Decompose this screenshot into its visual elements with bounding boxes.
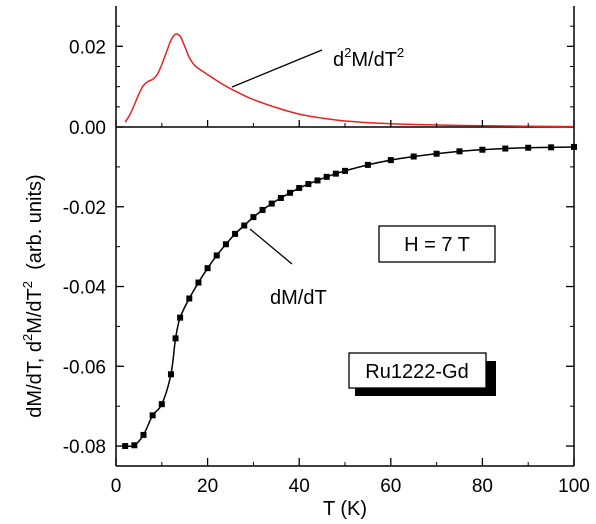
data-point bbox=[287, 189, 294, 196]
data-point bbox=[342, 167, 348, 174]
y-tick-label: -0.02 bbox=[63, 198, 106, 219]
upper-y-tick-label: 0.00 bbox=[69, 118, 106, 139]
data-point bbox=[222, 241, 229, 248]
lower-panel: 0 20 40 60 80 100 -0.08 -0.06 -0.04 -0.02 dM/dT H… bbox=[20, 120, 590, 520]
lower-annotation-pointer bbox=[249, 228, 293, 265]
data-point bbox=[158, 401, 165, 408]
lower-series-line bbox=[125, 146, 575, 448]
data-point bbox=[548, 144, 555, 151]
x-tick-label: 40 bbox=[289, 476, 310, 497]
data-point bbox=[456, 148, 463, 155]
data-point bbox=[332, 170, 339, 177]
y-tick-label: -0.08 bbox=[63, 437, 106, 458]
data-point bbox=[122, 443, 129, 450]
data-point bbox=[140, 431, 147, 438]
field-box-frame bbox=[378, 225, 496, 263]
x-tick-label: 80 bbox=[472, 476, 493, 497]
data-point bbox=[259, 206, 266, 213]
data-point bbox=[502, 145, 509, 152]
data-point bbox=[387, 157, 394, 164]
data-point bbox=[149, 412, 156, 419]
data-point bbox=[323, 173, 330, 180]
field-box-label: H = 7 T bbox=[404, 234, 470, 256]
data-point bbox=[525, 144, 532, 151]
lower-annotation: dM/dT bbox=[270, 287, 327, 309]
data-point bbox=[241, 222, 248, 229]
data-point bbox=[172, 335, 179, 342]
data-point bbox=[204, 265, 211, 272]
sample-box-label: Ru1222-Gd bbox=[365, 361, 468, 383]
lower-series bbox=[122, 143, 577, 450]
data-point bbox=[571, 143, 577, 150]
data-point bbox=[277, 194, 284, 201]
data-point bbox=[268, 200, 275, 207]
data-point bbox=[433, 150, 440, 157]
upper-annotation-pointer bbox=[231, 49, 323, 88]
x-tick-label: 60 bbox=[380, 476, 401, 497]
upper-series-line bbox=[124, 33, 575, 128]
data-point bbox=[186, 295, 193, 302]
data-point bbox=[213, 252, 220, 259]
data-point bbox=[131, 442, 138, 449]
x-tick-label: 100 bbox=[558, 476, 590, 497]
data-point bbox=[296, 185, 303, 192]
upper-series bbox=[124, 33, 575, 128]
data-point bbox=[232, 230, 239, 237]
data-point bbox=[167, 371, 174, 378]
upper-ticks: 0.00 0.02 bbox=[69, 25, 574, 139]
data-point bbox=[177, 314, 184, 321]
x-axis-title: T (K) bbox=[323, 498, 367, 520]
x-tick-label: 0 bbox=[111, 476, 122, 497]
sample-box-frame bbox=[348, 352, 487, 389]
field-box: H = 7 T bbox=[378, 225, 496, 263]
upper-annotation: d2M/dT2 bbox=[333, 45, 404, 71]
data-point bbox=[305, 181, 312, 188]
data-point bbox=[479, 146, 486, 153]
data-point bbox=[314, 177, 321, 184]
upper-panel: 0.00 0.02 d2M/dT2 bbox=[69, 6, 575, 139]
y-tick-label: -0.04 bbox=[63, 278, 107, 299]
upper-y-tick-label: 0.02 bbox=[69, 37, 106, 58]
data-point bbox=[410, 153, 417, 160]
data-point bbox=[250, 214, 257, 221]
x-tick-label: 20 bbox=[197, 476, 218, 497]
data-point bbox=[364, 161, 371, 168]
y-axis-title: dM/dT, d2M/dT2 (arb. units) bbox=[20, 174, 46, 417]
lower-ticks: 0 20 40 60 80 100 -0.08 -0.06 -0.04 -0.02 bbox=[63, 120, 590, 497]
y-tick-label: -0.06 bbox=[63, 357, 106, 378]
sample-box: Ru1222-Gd bbox=[348, 352, 496, 396]
data-point bbox=[195, 279, 202, 286]
